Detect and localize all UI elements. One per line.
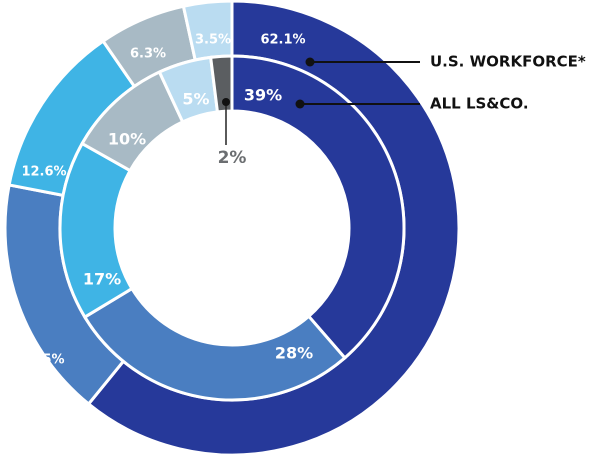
slice-label: 10% bbox=[108, 130, 146, 149]
slice-label: 12.6% bbox=[21, 165, 66, 180]
slice-label: 39% bbox=[244, 86, 282, 105]
slice-label: 5% bbox=[182, 90, 209, 109]
leader-dot bbox=[222, 98, 230, 106]
slice-label: 17.5% bbox=[19, 353, 64, 368]
donut-slice bbox=[230, 54, 406, 360]
legend-label: ALL LS&CO. bbox=[430, 95, 529, 113]
slice-label: 3.5% bbox=[195, 33, 231, 48]
legend-dot bbox=[305, 57, 315, 67]
donut-slice bbox=[58, 141, 134, 320]
legend-label: U.S. WORKFORCE* bbox=[430, 53, 586, 71]
slice-label: 2% bbox=[218, 148, 247, 168]
legend-dot bbox=[295, 99, 305, 109]
slice-label: 17% bbox=[83, 270, 121, 289]
donut-slice bbox=[82, 286, 347, 402]
slice-label: 28% bbox=[275, 344, 313, 363]
donut-slice bbox=[208, 54, 234, 114]
slice-label: 62.1% bbox=[260, 33, 305, 48]
slice-label: 6.3% bbox=[130, 47, 166, 62]
